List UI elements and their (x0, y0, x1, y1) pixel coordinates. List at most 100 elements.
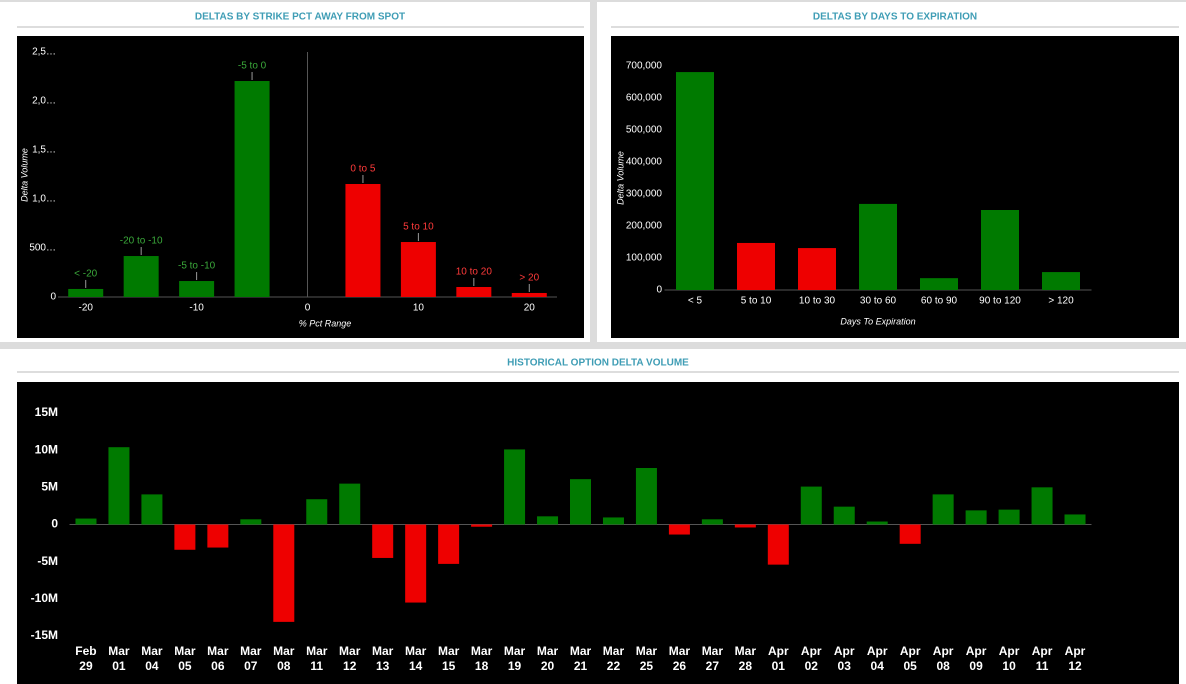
x-tick-label: Apr 09 (965, 644, 987, 673)
x-tick-label: Mar 05 (174, 644, 196, 673)
bar (234, 81, 270, 298)
bar (859, 203, 897, 290)
bar (932, 494, 954, 525)
x-tick-label: 0 (305, 303, 311, 314)
x-tick-label: Mar 11 (306, 644, 328, 673)
bar (668, 524, 690, 535)
x-tick-label: Mar 26 (668, 644, 691, 673)
bar (372, 524, 394, 558)
y-tick-label: 5M (41, 480, 58, 494)
x-tick-label: 5 to 10 (741, 296, 772, 307)
chart-title: DELTAS BY DAYS TO EXPIRATION (813, 12, 977, 23)
bar (504, 449, 526, 525)
y-tick-label: 500,000 (626, 125, 663, 136)
y-tick-label: 100,000 (626, 253, 663, 264)
y-tick-label: 0 (50, 292, 56, 303)
x-axis-label: % Pct Range (299, 318, 352, 328)
bar (438, 524, 460, 564)
bar (240, 519, 262, 525)
y-tick-label: 400,000 (626, 157, 663, 168)
point-label: 5 to 10 (403, 222, 434, 233)
y-tick-label: 0 (656, 285, 662, 296)
x-tick-label: Mar 19 (503, 644, 526, 673)
x-tick-label: Mar 08 (273, 644, 295, 673)
bar (108, 447, 130, 525)
bar (570, 479, 591, 525)
point-label: -5 to 0 (238, 61, 267, 72)
x-tick-label: Mar 25 (635, 644, 658, 673)
bar (179, 281, 215, 297)
bar (471, 524, 493, 527)
x-tick-label: 30 to 60 (860, 296, 897, 307)
x-tick-label: 60 to 90 (921, 296, 958, 307)
x-tick-label: Apr 01 (767, 644, 789, 673)
x-tick-label: Mar 28 (734, 644, 756, 673)
point-label: < -20 (74, 269, 98, 280)
bar (833, 506, 855, 525)
y-tick-label: 1,0… (32, 194, 56, 205)
y-tick-label: 10M (35, 442, 58, 456)
x-tick-label: -10 (189, 303, 204, 314)
bar (737, 242, 775, 290)
x-tick-label: Apr 10 (998, 644, 1020, 673)
bar (339, 483, 361, 525)
x-tick-label: < 5 (688, 296, 703, 307)
y-tick-label: 1,5… (32, 145, 56, 156)
x-tick-label: Mar 04 (141, 644, 163, 673)
bar (68, 288, 104, 297)
chart-title: DELTAS BY STRIKE PCT AWAY FROM SPOT (195, 12, 405, 23)
x-tick-label: Apr 04 (866, 644, 888, 673)
x-tick-label: Mar 15 (437, 644, 460, 673)
y-tick-label: 600,000 (626, 93, 663, 104)
bar (400, 242, 436, 297)
x-tick-label: Apr 11 (1031, 644, 1053, 673)
bar (537, 516, 559, 525)
y-tick-label: 200,000 (626, 221, 663, 232)
x-tick-label: 10 to 30 (799, 296, 836, 307)
x-tick-label: Mar 20 (536, 644, 559, 673)
x-tick-label: Apr 03 (833, 644, 855, 673)
bar (798, 248, 836, 290)
y-tick-label: 15M (35, 405, 58, 419)
x-tick-label: Apr 02 (800, 644, 822, 673)
bar (1031, 487, 1053, 525)
bar (123, 256, 159, 297)
x-tick-label: Mar 06 (207, 644, 229, 673)
bar (345, 184, 381, 297)
bar (1042, 272, 1080, 290)
bar (456, 287, 492, 297)
bar (965, 510, 987, 525)
bar (405, 524, 427, 603)
y-axis-label: Delta Volume (615, 151, 625, 205)
bar (866, 521, 888, 525)
bar (767, 524, 789, 565)
x-tick-label: Mar 13 (372, 644, 394, 673)
bar (920, 278, 958, 290)
y-tick-label: -15M (31, 628, 58, 642)
bar (141, 494, 163, 525)
point-label: 0 to 5 (350, 164, 375, 175)
y-tick-label: -10M (31, 591, 58, 605)
point-label: > 20 (519, 273, 539, 284)
bar (174, 524, 196, 550)
bar (273, 524, 295, 622)
x-tick-label: -20 (78, 303, 93, 314)
point-label: 10 to 20 (456, 267, 493, 278)
x-tick-label: Apr 08 (932, 644, 954, 673)
bar (511, 292, 547, 297)
bar (734, 524, 756, 528)
x-tick-label: Feb 29 (75, 644, 97, 673)
y-tick-label: 0 (51, 517, 58, 531)
y-tick-label: 300,000 (626, 189, 663, 200)
bar (899, 524, 921, 544)
x-tick-label: Mar 27 (701, 644, 724, 673)
bar (676, 72, 714, 290)
bar (635, 468, 657, 525)
x-tick-label: 10 (413, 303, 425, 314)
bar (207, 524, 229, 548)
bar (981, 210, 1019, 290)
chart-title: HISTORICAL OPTION DELTA VOLUME (507, 358, 689, 369)
bar (306, 499, 328, 525)
